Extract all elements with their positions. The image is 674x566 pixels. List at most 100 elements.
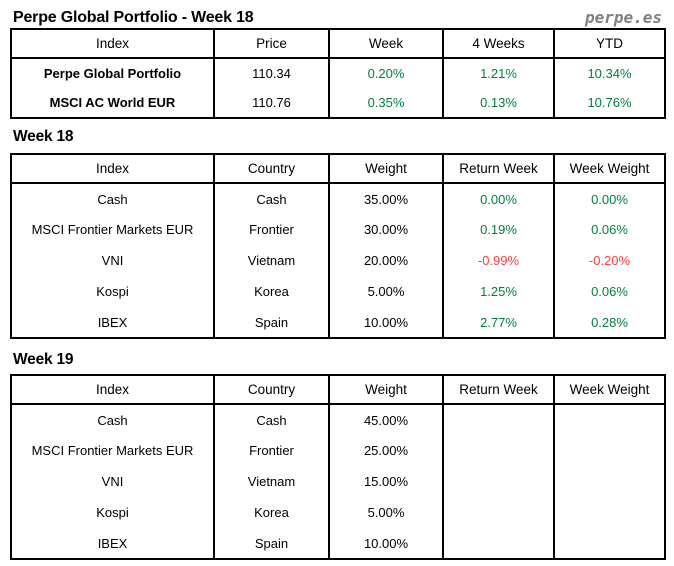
column-header: Index [10,153,215,184]
table-cell [442,466,555,497]
table-cell: 0.06% [553,214,666,245]
table-cell: MSCI AC World EUR [10,88,215,118]
table-cell: IBEX [10,528,215,559]
column-header: Week [328,28,444,59]
table-cell: -0.99% [442,245,555,276]
table-cell: Perpe Global Portfolio [10,58,215,88]
section-week-19: Week 19 Index Country Weight Return Week Wee… [10,351,666,560]
table-cell: Spain [213,528,330,559]
column-header: 4 Weeks [442,28,555,59]
table-cell: MSCI Frontier Markets EUR [10,435,215,466]
table-cell: Cash [10,404,215,435]
table-cell: 0.19% [442,214,555,245]
column-header: Return Week [442,374,555,405]
column-header: YTD [553,28,666,59]
week-19-allocation-table: Index Country Weight Return Week Week Weight… [10,374,666,560]
table-cell [553,466,666,497]
table-row: Kospi Korea 5.00% [10,497,666,528]
table-row: MSCI Frontier Markets EUR Frontier 25.00% [10,435,666,466]
header-row: Index Price Week 4 Weeks YTD [10,28,666,59]
table-cell: Cash [213,404,330,435]
table-cell: 30.00% [328,214,444,245]
table-cell: IBEX [10,307,215,338]
portfolio-summary-table: Index Price Week 4 Weeks YTD Perpe Global Por… [10,28,666,119]
column-header: Week Weight [553,374,666,405]
table-cell: Kospi [10,497,215,528]
column-header: Return Week [442,153,555,184]
table-cell: 110.34 [213,58,330,88]
column-header: Country [213,153,330,184]
table-cell [442,528,555,559]
table-cell: 10.34% [553,58,666,88]
table-cell: 25.00% [328,435,444,466]
table-row: VNI Vietnam 20.00% -0.99% -0.20% [10,245,666,276]
table-cell: 0.28% [553,307,666,338]
table-cell: Spain [213,307,330,338]
column-header: Weight [328,374,444,405]
table-row: MSCI AC World EUR 110.76 0.35% 0.13% 10.76% [10,88,666,118]
table-cell [442,435,555,466]
table-cell: 0.13% [442,88,555,118]
table-cell: 0.00% [553,183,666,214]
table-cell: 15.00% [328,466,444,497]
table-cell: 20.00% [328,245,444,276]
table-cell: 0.35% [328,88,444,118]
table-row: IBEX Spain 10.00% 2.77% 0.28% [10,307,666,338]
table-cell [442,497,555,528]
section-heading-week-18: Week 18 [13,128,74,145]
table-cell: 10.00% [328,307,444,338]
section-week-18: Week 18 Index Country Weight Return Week Wee… [10,128,666,339]
table-cell: 5.00% [328,276,444,307]
column-header: Index [10,374,215,405]
table-cell: Vietnam [213,466,330,497]
table-cell: Cash [10,183,215,214]
table-cell: Frontier [213,214,330,245]
table-cell: MSCI Frontier Markets EUR [10,214,215,245]
header-row: Index Country Weight Return Week Week Weight [10,374,666,405]
column-header: Weight [328,153,444,184]
table-row: Cash Cash 45.00% [10,404,666,435]
table-cell: Korea [213,497,330,528]
table-cell: Cash [213,183,330,214]
table-row: MSCI Frontier Markets EUR Frontier 30.00% 0… [10,214,666,245]
column-header: Price [213,28,330,59]
table-row: Cash Cash 35.00% 0.00% 0.00% [10,183,666,214]
table-cell [553,497,666,528]
table-cell: Vietnam [213,245,330,276]
page-title: Perpe Global Portfolio - Week 18 [13,9,254,26]
table-cell [553,404,666,435]
table-cell [553,528,666,559]
table-cell: Korea [213,276,330,307]
column-header: Week Weight [553,153,666,184]
table-row: Kospi Korea 5.00% 1.25% 0.06% [10,276,666,307]
page-header: Perpe Global Portfolio - Week 18 perpe.e… [10,0,664,27]
table-cell: 110.76 [213,88,330,118]
table-row: VNI Vietnam 15.00% [10,466,666,497]
table-cell: 10.00% [328,528,444,559]
week-18-allocation-table: Index Country Weight Return Week Week Weight… [10,153,666,339]
table-cell: VNI [10,466,215,497]
table-cell: 10.76% [553,88,666,118]
header-row: Index Country Weight Return Week Week Weight [10,153,666,184]
column-header: Index [10,28,215,59]
table-cell: 0.00% [442,183,555,214]
table-row: IBEX Spain 10.00% [10,528,666,559]
column-header: Country [213,374,330,405]
section-heading-week-19: Week 19 [13,351,74,368]
table-row: Perpe Global Portfolio 110.34 0.20% 1.21% 10… [10,58,666,88]
table-cell: -0.20% [553,245,666,276]
table-cell: 5.00% [328,497,444,528]
table-cell: 35.00% [328,183,444,214]
site-logo[interactable]: perpe.es [584,8,662,27]
table-cell: 45.00% [328,404,444,435]
table-cell: VNI [10,245,215,276]
table-cell: 1.25% [442,276,555,307]
table-cell: 2.77% [442,307,555,338]
table-cell: 1.21% [442,58,555,88]
table-cell: 0.20% [328,58,444,88]
table-cell: 0.06% [553,276,666,307]
table-cell: Frontier [213,435,330,466]
table-cell [442,404,555,435]
table-cell [553,435,666,466]
